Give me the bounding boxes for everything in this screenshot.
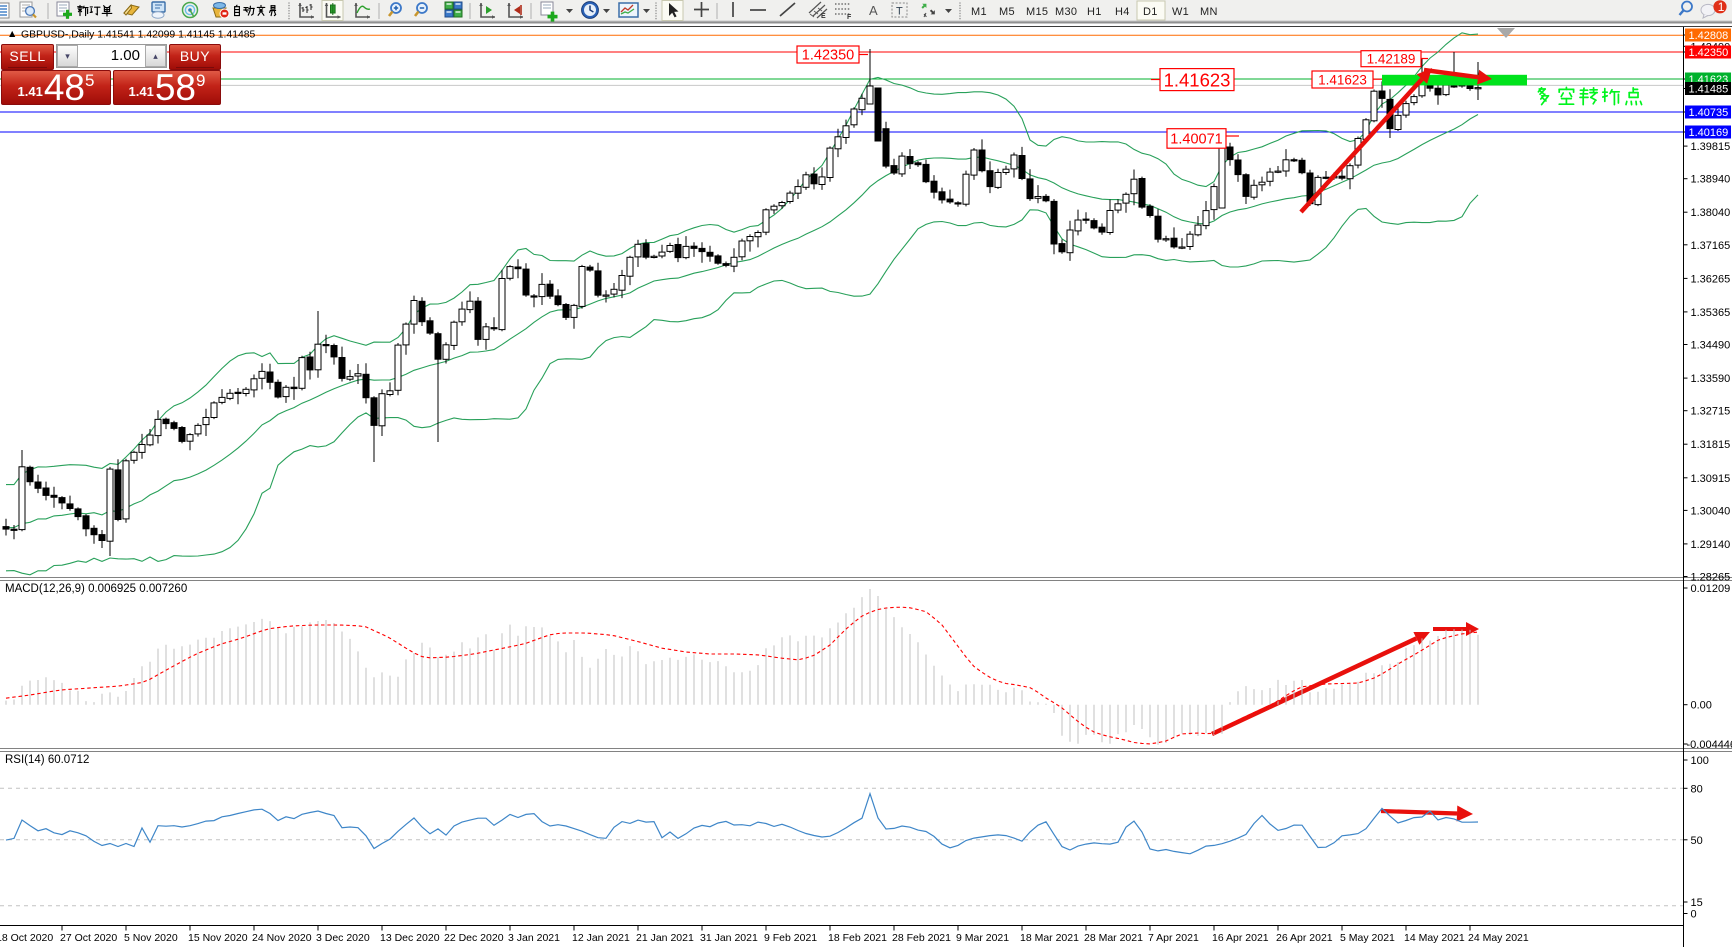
svg-text:9 Feb 2021: 9 Feb 2021	[764, 932, 817, 944]
svg-text:80: 80	[1691, 783, 1703, 795]
svg-text:T: T	[896, 6, 903, 18]
svg-text:1.38040: 1.38040	[1691, 207, 1731, 219]
svg-text:0.01209: 0.01209	[1691, 583, 1731, 595]
svg-text:13 Dec 2020: 13 Dec 2020	[380, 932, 440, 944]
svg-text:W1: W1	[1172, 6, 1189, 18]
svg-text:3 Jan 2021: 3 Jan 2021	[508, 932, 560, 944]
svg-text:27 Oct 2020: 27 Oct 2020	[60, 932, 117, 944]
svg-text:H4: H4	[1115, 6, 1130, 18]
svg-text:1.42350: 1.42350	[1689, 47, 1729, 59]
svg-text:7 Apr 2021: 7 Apr 2021	[1148, 932, 1199, 944]
svg-text:1.36265: 1.36265	[1691, 273, 1731, 285]
svg-text:D1: D1	[1143, 6, 1158, 18]
svg-text:16 Apr 2021: 16 Apr 2021	[1212, 932, 1269, 944]
svg-text:18 Feb 2021: 18 Feb 2021	[828, 932, 887, 944]
svg-text:1.28265: 1.28265	[1691, 572, 1731, 584]
svg-text:1.33590: 1.33590	[1691, 373, 1731, 385]
svg-text:100: 100	[1691, 755, 1709, 767]
svg-text:26 Apr 2021: 26 Apr 2021	[1276, 932, 1333, 944]
svg-text:1.39815: 1.39815	[1691, 141, 1731, 153]
svg-text:1.41623: 1.41623	[1318, 72, 1367, 87]
svg-text:3 Dec 2020: 3 Dec 2020	[316, 932, 370, 944]
svg-text:15: 15	[1691, 897, 1703, 909]
svg-text:-0.004446: -0.004446	[1687, 739, 1732, 751]
svg-text:1.35365: 1.35365	[1691, 307, 1731, 319]
svg-text:18 Mar 2021: 18 Mar 2021	[1020, 932, 1079, 944]
svg-text:0.00: 0.00	[1691, 700, 1712, 712]
svg-text:H1: H1	[1087, 6, 1102, 18]
svg-text:1.41485: 1.41485	[1689, 84, 1729, 96]
svg-text:1.40169: 1.40169	[1689, 127, 1729, 139]
svg-text:5 May 2021: 5 May 2021	[1340, 932, 1395, 944]
svg-text:M1: M1	[971, 6, 987, 18]
svg-text:31 Jan 2021: 31 Jan 2021	[700, 932, 758, 944]
svg-text:A: A	[869, 3, 878, 18]
svg-text:1.37165: 1.37165	[1691, 240, 1731, 252]
svg-text:15 Nov 2020: 15 Nov 2020	[188, 932, 248, 944]
svg-text:1.42350: 1.42350	[802, 48, 854, 64]
svg-text:9 Mar 2021: 9 Mar 2021	[956, 932, 1009, 944]
svg-text:14 May 2021: 14 May 2021	[1404, 932, 1465, 944]
svg-text:MN: MN	[1200, 6, 1218, 18]
svg-text:1: 1	[1718, 0, 1725, 14]
svg-text:0: 0	[1691, 909, 1697, 921]
svg-text:1.42189: 1.42189	[1367, 52, 1416, 67]
svg-text:1.30915: 1.30915	[1691, 473, 1731, 485]
svg-text:M5: M5	[999, 6, 1015, 18]
svg-text:1.42808: 1.42808	[1689, 30, 1729, 42]
svg-text:MACD(12,26,9) 0.006925 0.00726: MACD(12,26,9) 0.006925 0.007260	[5, 583, 187, 595]
svg-text:M30: M30	[1055, 6, 1077, 18]
svg-text:GBPUSD-,Daily 1.41541 1.42099: GBPUSD-,Daily 1.41541 1.42099 1.41145 1.…	[21, 30, 256, 41]
svg-text:1.30040: 1.30040	[1691, 505, 1731, 517]
svg-text:24 Nov 2020: 24 Nov 2020	[252, 932, 312, 944]
svg-text:5 Nov 2020: 5 Nov 2020	[124, 932, 178, 944]
svg-text:18 Oct 2020: 18 Oct 2020	[0, 932, 53, 944]
svg-text:1.41623: 1.41623	[1164, 69, 1231, 90]
svg-text:50: 50	[1691, 835, 1703, 847]
svg-text:1.40071: 1.40071	[1170, 132, 1222, 148]
svg-text:1.34490: 1.34490	[1691, 340, 1731, 352]
svg-text:M15: M15	[1026, 6, 1048, 18]
svg-text:28 Feb 2021: 28 Feb 2021	[892, 932, 951, 944]
svg-text:21 Jan 2021: 21 Jan 2021	[636, 932, 694, 944]
svg-text:1.40735: 1.40735	[1689, 107, 1729, 119]
svg-text:RSI(14) 60.0712: RSI(14) 60.0712	[5, 754, 89, 766]
svg-text:24 May 2021: 24 May 2021	[1468, 932, 1529, 944]
svg-text:1.32715: 1.32715	[1691, 406, 1731, 418]
svg-text:22 Dec 2020: 22 Dec 2020	[444, 932, 504, 944]
svg-text:12 Jan 2021: 12 Jan 2021	[572, 932, 630, 944]
svg-text:▲: ▲	[7, 28, 17, 40]
svg-text:1.31815: 1.31815	[1691, 439, 1731, 451]
svg-text:1.29140: 1.29140	[1691, 539, 1731, 551]
svg-text:1.38940: 1.38940	[1691, 174, 1731, 186]
svg-text:28 Mar 2021: 28 Mar 2021	[1084, 932, 1143, 944]
svg-text:F: F	[847, 14, 852, 21]
svg-text:E: E	[821, 13, 826, 20]
